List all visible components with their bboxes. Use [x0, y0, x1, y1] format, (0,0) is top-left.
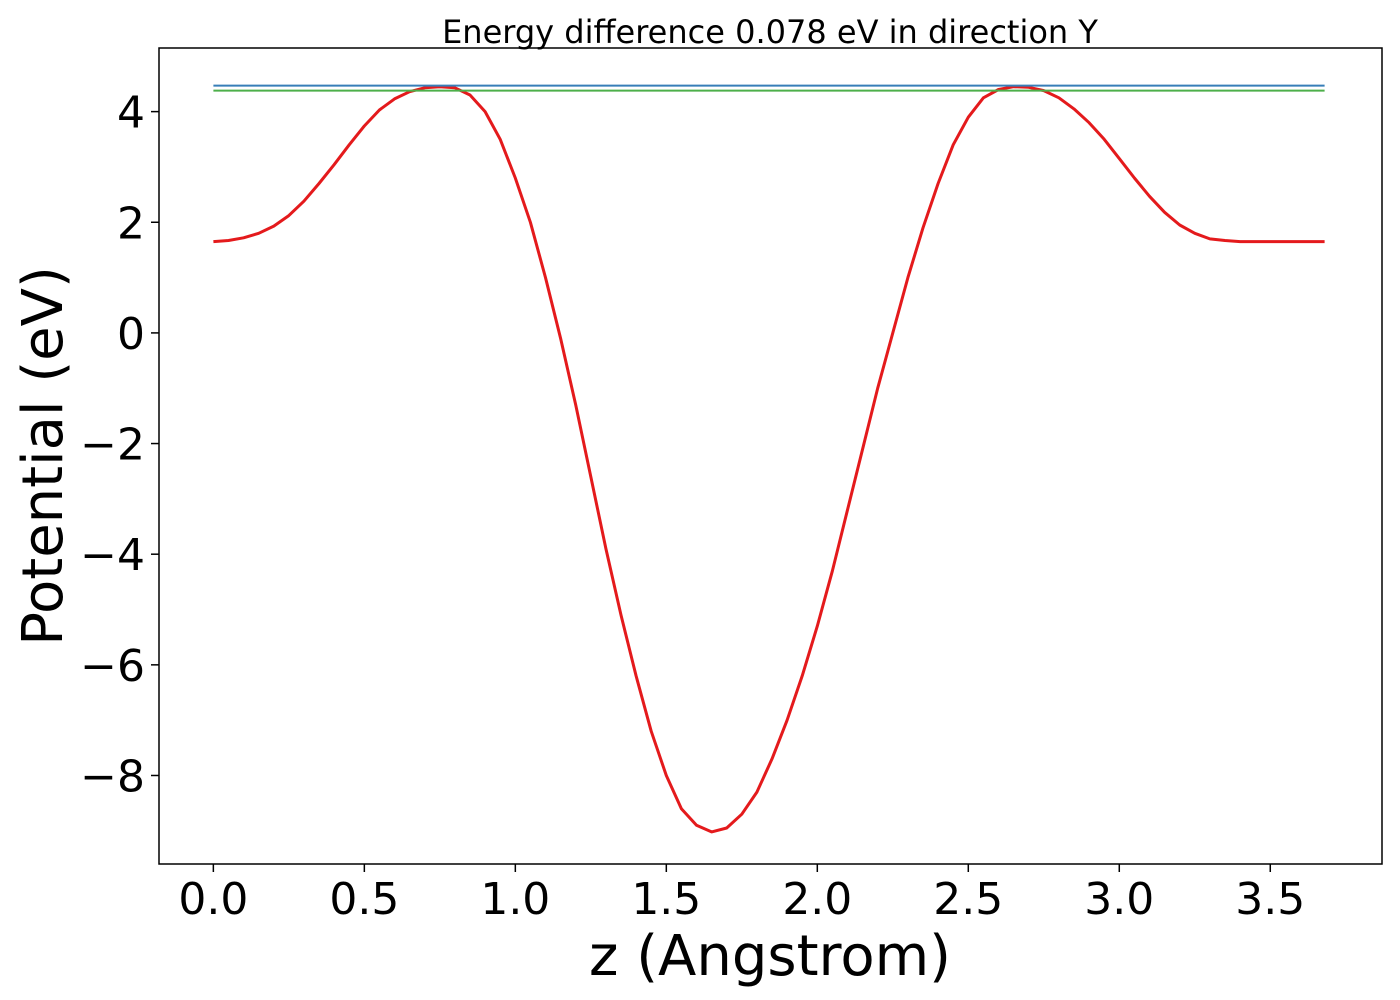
- plot-frame: [158, 47, 1383, 865]
- y-tick-label: 0: [117, 309, 145, 360]
- y-tick-label: −8: [80, 751, 145, 802]
- x-tick-label: 1.0: [480, 874, 550, 925]
- x-tick-label: 3.5: [1235, 874, 1305, 925]
- series-line-0: [213, 85, 1325, 834]
- x-tick-label: 0.5: [329, 874, 399, 925]
- x-tick-label: 1.5: [631, 874, 701, 925]
- x-tick-label: 2.5: [933, 874, 1003, 925]
- y-axis-label: Potential (eV): [11, 266, 76, 646]
- x-axis-label: z (Angstrom): [589, 924, 951, 989]
- y-tick-label: 2: [117, 198, 145, 249]
- y-tick-label: −4: [80, 530, 145, 581]
- series-layer: [213, 84, 1325, 834]
- x-axis: 0.0 0.5 1.0 1.5 2.0 2.5 3.0 3.5: [178, 864, 1305, 925]
- y-tick-label: −6: [80, 641, 145, 692]
- y-axis: −8 −6 −4 −2 0 2 4: [80, 88, 159, 802]
- x-tick-label: 2.0: [782, 874, 852, 925]
- x-tick-label: 3.0: [1084, 874, 1154, 925]
- x-tick-label: 0.0: [178, 874, 248, 925]
- chart-title: Energy difference 0.078 eV in direction …: [442, 13, 1098, 51]
- y-tick-label: 4: [117, 88, 145, 139]
- y-tick-label: −2: [80, 420, 145, 471]
